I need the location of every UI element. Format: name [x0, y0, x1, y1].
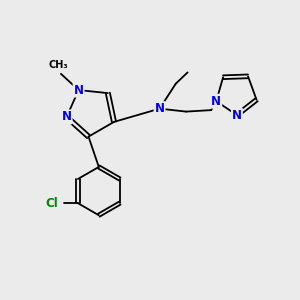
Text: N: N — [61, 110, 72, 123]
Text: N: N — [74, 83, 84, 97]
Text: CH₃: CH₃ — [49, 60, 68, 70]
Text: Cl: Cl — [45, 197, 58, 210]
Text: N: N — [232, 109, 242, 122]
Text: N: N — [211, 95, 221, 108]
Text: N: N — [154, 102, 165, 115]
